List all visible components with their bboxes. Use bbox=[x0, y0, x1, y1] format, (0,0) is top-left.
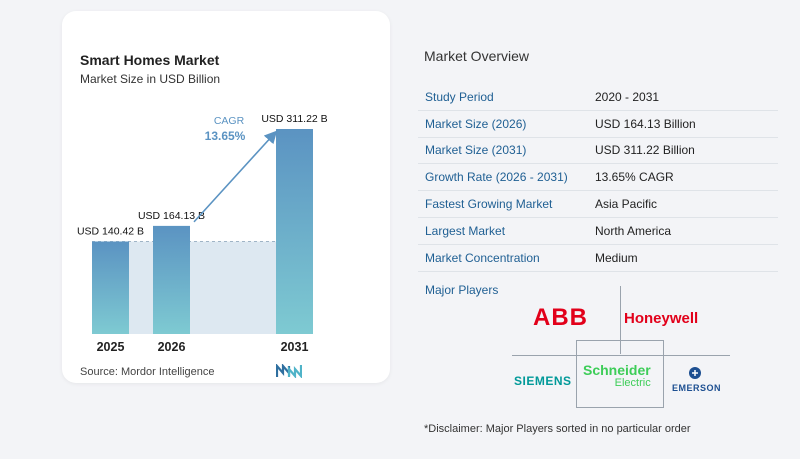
emerson-mark-icon bbox=[689, 367, 701, 379]
schneider-electric-logo: Schneider Electric bbox=[583, 362, 651, 390]
logo-divider bbox=[576, 407, 664, 408]
honeywell-logo: Honeywell bbox=[624, 310, 699, 327]
emerson-logo: EMERSON bbox=[672, 383, 722, 393]
x-tick-label: 2031 bbox=[281, 340, 309, 354]
overview-row-label: Market Size (2031) bbox=[425, 143, 527, 158]
chart-subtitle: Market Size in USD Billion bbox=[80, 72, 221, 86]
bar bbox=[92, 241, 129, 334]
bar bbox=[153, 225, 190, 334]
overview-row-value: USD 164.13 Billion bbox=[595, 116, 696, 131]
major-players-label: Major Players bbox=[425, 283, 499, 297]
overview-row: Largest Market North America bbox=[418, 218, 778, 245]
overview-row-value: 2020 - 2031 bbox=[595, 89, 660, 104]
overview-row-value: Medium bbox=[595, 250, 638, 265]
cagr-arrow bbox=[193, 130, 278, 223]
overview-row-label: Growth Rate (2026 - 2031) bbox=[425, 170, 568, 185]
overview-row: Study Period 2020 - 2031 bbox=[418, 84, 778, 111]
logo-divider bbox=[620, 286, 621, 354]
logo-divider bbox=[576, 340, 664, 341]
logo-divider bbox=[576, 340, 577, 408]
siemens-logo: SIEMENS bbox=[514, 374, 572, 388]
logo-divider bbox=[663, 340, 664, 408]
overview-row-label: Market Concentration bbox=[425, 250, 540, 265]
market-overview-title: Market Overview bbox=[424, 48, 530, 64]
mordor-intelligence-logo-icon bbox=[276, 364, 302, 378]
cagr-value: 13.65% bbox=[205, 129, 246, 143]
schneider-logo-text: Schneider bbox=[583, 362, 651, 378]
market-overview-table: Study Period 2020 - 2031 Market Size (2026… bbox=[418, 84, 778, 272]
overview-row: Growth Rate (2026 - 2031) 13.65% CAGR bbox=[418, 164, 778, 192]
logo-divider bbox=[512, 355, 730, 356]
source-text: Source: Mordor Intelligence bbox=[80, 366, 215, 378]
x-tick-label: 2026 bbox=[158, 340, 186, 354]
overview-row-value: 13.65% CAGR bbox=[595, 170, 674, 185]
overview-row-label: Market Size (2026) bbox=[425, 116, 527, 131]
schneider-logo-subtext: Electric bbox=[614, 377, 651, 389]
overview-row-value: North America bbox=[595, 223, 672, 238]
bar-data-label: USD 311.22 B bbox=[261, 113, 327, 125]
bar-data-label: USD 164.13 B bbox=[138, 210, 205, 222]
overview-row: Market Size (2026) USD 164.13 Billion bbox=[418, 111, 778, 138]
bar-chart: USD 140.42 B 2025 USD 164.13 B 2026 USD 311.… bbox=[77, 113, 328, 354]
overview-row: Market Concentration Medium bbox=[418, 245, 778, 272]
overview-row-value: Asia Pacific bbox=[595, 197, 658, 212]
cagr-label: CAGR bbox=[214, 115, 245, 127]
overview-row: Fastest Growing Market Asia Pacific bbox=[418, 191, 778, 218]
x-tick-label: 2025 bbox=[97, 340, 125, 354]
overview-row-label: Study Period bbox=[425, 89, 494, 104]
abb-logo: ABB bbox=[533, 304, 588, 331]
overview-row-value: USD 311.22 Billion bbox=[595, 143, 695, 158]
overview-row-label: Fastest Growing Market bbox=[425, 197, 553, 212]
overview-row-label: Largest Market bbox=[425, 223, 506, 238]
overview-row: Market Size (2031) USD 311.22 Billion bbox=[418, 138, 778, 165]
disclaimer-text: *Disclaimer: Major Players sorted in no … bbox=[424, 423, 691, 435]
bar bbox=[276, 129, 313, 334]
bar-data-label: USD 140.42 B bbox=[77, 226, 144, 238]
chart-title: Smart Homes Market bbox=[80, 52, 220, 68]
